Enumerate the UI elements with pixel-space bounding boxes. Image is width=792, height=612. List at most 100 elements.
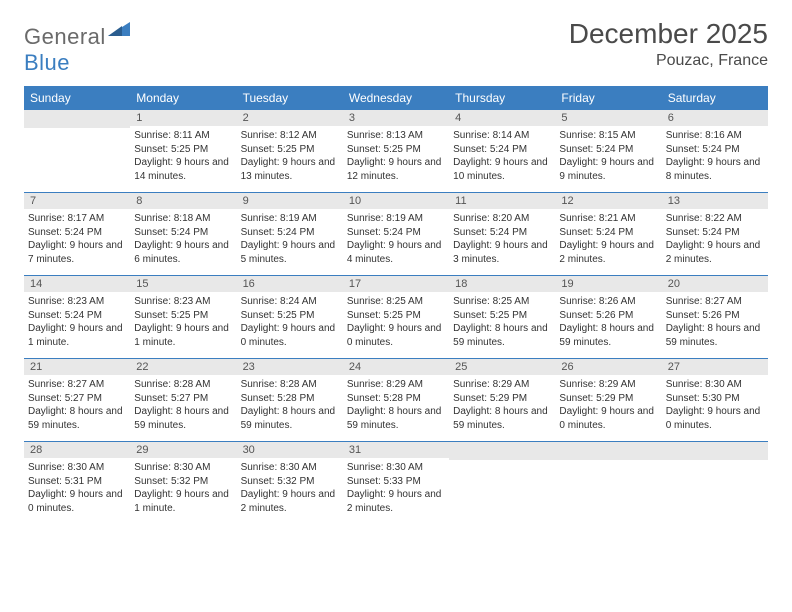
header: GeneralBlue December 2025 Pouzac, France: [24, 18, 768, 76]
sunset-text: Sunset: 5:25 PM: [453, 309, 551, 323]
sunset-text: Sunset: 5:24 PM: [559, 226, 657, 240]
daylight-text: Daylight: 8 hours and 59 minutes.: [28, 405, 126, 432]
calendar-table: Sunday Monday Tuesday Wednesday Thursday…: [24, 86, 768, 524]
day-number: 22: [130, 359, 236, 375]
sunrise-text: Sunrise: 8:27 AM: [666, 295, 764, 309]
daylight-text: Daylight: 8 hours and 59 minutes.: [453, 322, 551, 349]
day-body: Sunrise: 8:17 AMSunset: 5:24 PMDaylight:…: [24, 209, 130, 270]
calendar-cell: 24Sunrise: 8:29 AMSunset: 5:28 PMDayligh…: [343, 359, 449, 441]
calendar-cell: [24, 110, 130, 192]
calendar-cell: 8Sunrise: 8:18 AMSunset: 5:24 PMDaylight…: [130, 193, 236, 275]
dayheader-tuesday: Tuesday: [237, 86, 343, 110]
sunrise-text: Sunrise: 8:30 AM: [666, 378, 764, 392]
daylight-text: Daylight: 8 hours and 59 minutes.: [453, 405, 551, 432]
dayheader-saturday: Saturday: [662, 86, 768, 110]
day-number: 20: [662, 276, 768, 292]
day-body: Sunrise: 8:15 AMSunset: 5:24 PMDaylight:…: [555, 126, 661, 187]
day-body: Sunrise: 8:30 AMSunset: 5:31 PMDaylight:…: [24, 458, 130, 519]
calendar-cell: 7Sunrise: 8:17 AMSunset: 5:24 PMDaylight…: [24, 193, 130, 275]
sunrise-text: Sunrise: 8:30 AM: [241, 461, 339, 475]
sunrise-text: Sunrise: 8:16 AM: [666, 129, 764, 143]
sunset-text: Sunset: 5:24 PM: [28, 309, 126, 323]
sunset-text: Sunset: 5:30 PM: [666, 392, 764, 406]
sunrise-text: Sunrise: 8:24 AM: [241, 295, 339, 309]
day-number: 6: [662, 110, 768, 126]
day-body: Sunrise: 8:30 AMSunset: 5:33 PMDaylight:…: [343, 458, 449, 519]
day-body: Sunrise: 8:23 AMSunset: 5:25 PMDaylight:…: [130, 292, 236, 353]
sunrise-text: Sunrise: 8:11 AM: [134, 129, 232, 143]
sunrise-text: Sunrise: 8:25 AM: [453, 295, 551, 309]
calendar-cell: 22Sunrise: 8:28 AMSunset: 5:27 PMDayligh…: [130, 359, 236, 441]
day-body: Sunrise: 8:27 AMSunset: 5:27 PMDaylight:…: [24, 375, 130, 436]
day-number: 2: [237, 110, 343, 126]
sunrise-text: Sunrise: 8:29 AM: [559, 378, 657, 392]
day-number: 15: [130, 276, 236, 292]
calendar-cell: 29Sunrise: 8:30 AMSunset: 5:32 PMDayligh…: [130, 442, 236, 524]
daylight-text: Daylight: 9 hours and 8 minutes.: [666, 156, 764, 183]
sunset-text: Sunset: 5:24 PM: [453, 143, 551, 157]
sunrise-text: Sunrise: 8:28 AM: [134, 378, 232, 392]
day-number: 17: [343, 276, 449, 292]
dayheader-sunday: Sunday: [24, 86, 130, 110]
logo-text-1: General: [24, 24, 106, 49]
sunset-text: Sunset: 5:24 PM: [453, 226, 551, 240]
page: GeneralBlue December 2025 Pouzac, France…: [0, 0, 792, 542]
day-body: Sunrise: 8:13 AMSunset: 5:25 PMDaylight:…: [343, 126, 449, 187]
calendar-cell: 3Sunrise: 8:13 AMSunset: 5:25 PMDaylight…: [343, 110, 449, 192]
day-body: Sunrise: 8:20 AMSunset: 5:24 PMDaylight:…: [449, 209, 555, 270]
daylight-text: Daylight: 9 hours and 6 minutes.: [134, 239, 232, 266]
calendar-cell: 28Sunrise: 8:30 AMSunset: 5:31 PMDayligh…: [24, 442, 130, 524]
daylight-text: Daylight: 9 hours and 2 minutes.: [559, 239, 657, 266]
page-title: December 2025: [569, 18, 768, 50]
calendar-cell: 2Sunrise: 8:12 AMSunset: 5:25 PMDaylight…: [237, 110, 343, 192]
sunset-text: Sunset: 5:27 PM: [134, 392, 232, 406]
day-body: Sunrise: 8:30 AMSunset: 5:32 PMDaylight:…: [130, 458, 236, 519]
sunrise-text: Sunrise: 8:19 AM: [241, 212, 339, 226]
calendar-cell: 14Sunrise: 8:23 AMSunset: 5:24 PMDayligh…: [24, 276, 130, 358]
sunset-text: Sunset: 5:24 PM: [28, 226, 126, 240]
day-number: 14: [24, 276, 130, 292]
sunset-text: Sunset: 5:29 PM: [453, 392, 551, 406]
logo-text: GeneralBlue: [24, 24, 130, 76]
day-body: Sunrise: 8:30 AMSunset: 5:32 PMDaylight:…: [237, 458, 343, 519]
daylight-text: Daylight: 9 hours and 4 minutes.: [347, 239, 445, 266]
day-body: Sunrise: 8:30 AMSunset: 5:30 PMDaylight:…: [662, 375, 768, 436]
sunset-text: Sunset: 5:24 PM: [134, 226, 232, 240]
daylight-text: Daylight: 8 hours and 59 minutes.: [347, 405, 445, 432]
daylight-text: Daylight: 9 hours and 13 minutes.: [241, 156, 339, 183]
sunset-text: Sunset: 5:24 PM: [241, 226, 339, 240]
day-body: Sunrise: 8:24 AMSunset: 5:25 PMDaylight:…: [237, 292, 343, 353]
sunset-text: Sunset: 5:26 PM: [666, 309, 764, 323]
day-number: 21: [24, 359, 130, 375]
calendar-cell: 25Sunrise: 8:29 AMSunset: 5:29 PMDayligh…: [449, 359, 555, 441]
sunset-text: Sunset: 5:24 PM: [666, 226, 764, 240]
week-row: 14Sunrise: 8:23 AMSunset: 5:24 PMDayligh…: [24, 276, 768, 359]
sunset-text: Sunset: 5:24 PM: [666, 143, 764, 157]
calendar-cell: 21Sunrise: 8:27 AMSunset: 5:27 PMDayligh…: [24, 359, 130, 441]
daylight-text: Daylight: 9 hours and 0 minutes.: [666, 405, 764, 432]
day-number: 8: [130, 193, 236, 209]
calendar-cell: 19Sunrise: 8:26 AMSunset: 5:26 PMDayligh…: [555, 276, 661, 358]
sunrise-text: Sunrise: 8:13 AM: [347, 129, 445, 143]
daylight-text: Daylight: 9 hours and 14 minutes.: [134, 156, 232, 183]
week-row: 7Sunrise: 8:17 AMSunset: 5:24 PMDaylight…: [24, 193, 768, 276]
day-body: Sunrise: 8:25 AMSunset: 5:25 PMDaylight:…: [449, 292, 555, 353]
sunset-text: Sunset: 5:25 PM: [134, 309, 232, 323]
calendar-cell: 30Sunrise: 8:30 AMSunset: 5:32 PMDayligh…: [237, 442, 343, 524]
sunset-text: Sunset: 5:25 PM: [347, 309, 445, 323]
daylight-text: Daylight: 9 hours and 2 minutes.: [666, 239, 764, 266]
sunrise-text: Sunrise: 8:29 AM: [453, 378, 551, 392]
daylight-text: Daylight: 9 hours and 0 minutes.: [28, 488, 126, 515]
calendar-cell: 27Sunrise: 8:30 AMSunset: 5:30 PMDayligh…: [662, 359, 768, 441]
day-number: 10: [343, 193, 449, 209]
title-block: December 2025 Pouzac, France: [569, 18, 768, 70]
daylight-text: Daylight: 9 hours and 3 minutes.: [453, 239, 551, 266]
sunset-text: Sunset: 5:26 PM: [559, 309, 657, 323]
calendar-cell: 31Sunrise: 8:30 AMSunset: 5:33 PMDayligh…: [343, 442, 449, 524]
calendar-cell: [449, 442, 555, 524]
day-number: 16: [237, 276, 343, 292]
day-body: Sunrise: 8:18 AMSunset: 5:24 PMDaylight:…: [130, 209, 236, 270]
sunrise-text: Sunrise: 8:12 AM: [241, 129, 339, 143]
day-body: Sunrise: 8:29 AMSunset: 5:29 PMDaylight:…: [449, 375, 555, 436]
calendar-cell: 23Sunrise: 8:28 AMSunset: 5:28 PMDayligh…: [237, 359, 343, 441]
